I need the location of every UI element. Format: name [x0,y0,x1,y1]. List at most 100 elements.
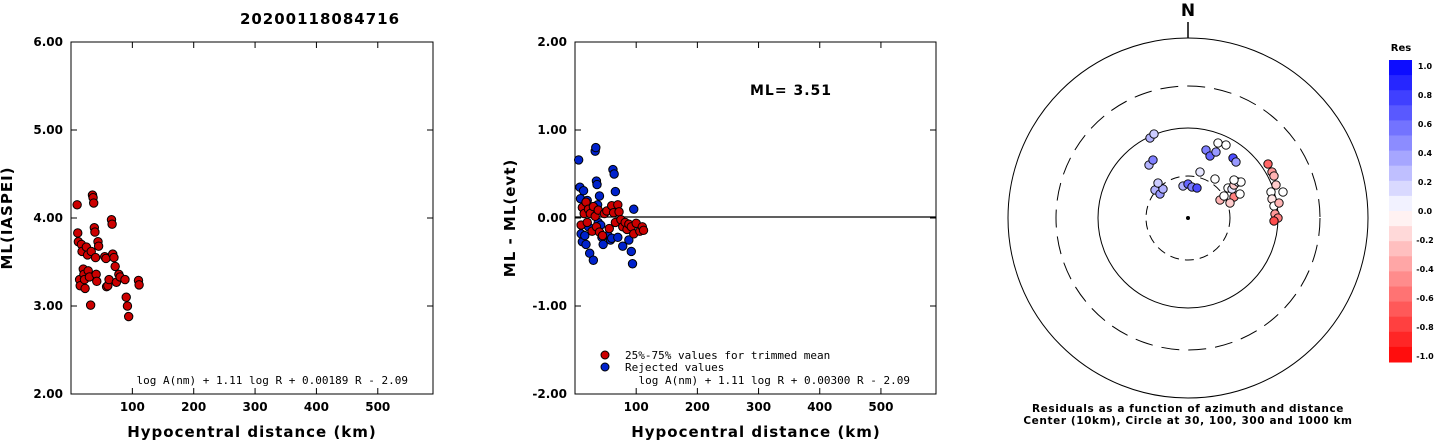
colorbar-label: 0.2 [1418,178,1432,187]
rejected-residual-point [624,235,634,245]
rejected-residual-point [626,246,636,257]
rejected-residual-point [609,169,619,179]
magnitude-point [121,292,131,302]
colorbar-label: 0.4 [1418,149,1433,158]
middle-formula: log A(nm) + 1.11 log R + 0.00300 R - 2.0… [638,374,910,387]
left-y-tick-label: 4.00 [33,211,63,225]
rejected-residual-point [591,142,601,153]
left-y-tick-label: 2.00 [33,387,63,401]
colorbar-label: 0.6 [1418,120,1433,129]
left-y-tick-label: 3.00 [33,299,63,313]
residual-colorbar: Res 1.0 0.8 0.6 0.4 0.2 0.0 -0.2 -0.4 -0.6 -0.8 -1… [1389,43,1434,363]
left-x-tick-label: 400 [304,400,329,414]
colorbar-cell [1389,346,1412,363]
colorbar-cell [1389,150,1412,167]
circle-300km [1055,85,1321,351]
middle-x-tick-label: 300 [746,400,771,414]
middle-y-tick-label: 1.00 [537,123,567,137]
station-residual-marker [1210,174,1220,184]
left-x-ticks: 100 200 300 400 500 [120,42,390,414]
colorbar-cell [1389,90,1412,106]
station-residual-marker [1229,175,1239,185]
colorbar-cell [1389,75,1412,91]
left-y-tick-label: 5.00 [33,123,63,137]
magnitude-point [109,252,119,263]
station-residual-marker [1213,138,1223,148]
event-magnitude-annotation: ML= 3.51 [750,83,832,99]
polar-caption-line2: Center (10km), Circle at 30, 100, 300 an… [1023,415,1352,427]
colorbar-cells [1389,60,1412,363]
magnitude-point [110,261,120,272]
colorbar-cell [1389,286,1412,303]
rejected-residual-point [578,186,589,196]
colorbar-label: -0.8 [1416,323,1434,332]
colorbar-cell [1389,316,1412,333]
middle-y-tick-label: 2.00 [537,35,567,49]
left-formula: log A(nm) + 1.11 log R + 0.00189 R - 2.0… [136,374,408,387]
magnitude-point [134,280,144,290]
colorbar-cell [1389,180,1412,197]
rejected-residual-point [581,239,591,250]
middle-y-tick-label: -2.00 [532,387,567,401]
colorbar-cell [1389,241,1412,257]
middle-y-axis-label: ML - ML(evt) [501,159,519,277]
magnitude-point [122,301,133,311]
left-y-axis-label: ML(IASPEI) [0,166,16,269]
colorbar-cell [1389,301,1412,318]
left-x-tick-label: 200 [181,400,206,414]
magnitude-point [93,241,104,251]
rejected-residual-point [580,230,590,241]
legend-trimmed-marker [600,350,610,360]
legend-trimmed-label: 25%-75% values for trimmed mean [625,349,830,362]
station-residual-marker [1269,171,1279,181]
epicenter-dot [1186,216,1190,220]
rejected-residual-point [629,204,639,214]
colorbar-cell [1389,165,1412,182]
middle-x-tick-label: 500 [868,400,893,414]
residual-vs-distance-chart: 100 200 300 400 500 -2.00 -1.00 0.00 1.00 2.00 M… [501,35,937,441]
magnitude-point [107,219,117,229]
station-residual-marker [1192,183,1202,193]
station-residual-marker [1271,180,1281,190]
rejected-residual-point [594,191,605,201]
rejected-residual-point [627,259,638,269]
rejected-residual-point [573,155,584,165]
magnitude-point [73,228,83,238]
colorbar-cell [1389,135,1412,152]
colorbar-label: 0.0 [1418,207,1433,216]
colorbar-cell [1389,105,1412,121]
rejected-residual-point [592,179,602,190]
circle-30km [1145,175,1231,261]
colorbar-cell [1389,60,1412,76]
middle-x-tick-label: 200 [685,400,710,414]
trimmed-residual-point [614,207,624,217]
magnitude-vs-distance-chart: 100 200 300 400 500 2.00 3.00 4.00 5.00 6.00 log… [0,35,434,441]
middle-x-tick-label: 400 [807,400,832,414]
colorbar-cell [1389,211,1412,227]
trimmed-residual-point [597,230,608,241]
circle-1000km [1007,37,1369,399]
legend-rejected-marker [600,362,610,372]
left-x-tick-label: 100 [120,400,145,414]
colorbar-label: -0.6 [1416,294,1434,303]
station-residual-marker [1263,159,1273,169]
north-label: N [1181,1,1195,21]
polar-points [1144,129,1288,226]
middle-y-tick-label: -1.00 [532,299,567,313]
colorbar-cell [1389,271,1412,287]
left-x-tick-label: 500 [365,400,390,414]
legend-rejected-label: Rejected values [625,361,724,374]
colorbar-label: -0.4 [1416,265,1434,274]
magnitude-point [92,276,102,287]
azimuth-residual-plot: N Residuals as a function of azimuth and… [1007,1,1369,427]
colorbar-cell [1389,120,1412,136]
station-residual-marker [1269,216,1279,226]
magnitude-point [72,200,82,210]
station-residual-marker [1158,184,1168,194]
magnitude-point [120,274,130,285]
station-residual-marker [1235,189,1245,199]
middle-x-tick-label: 100 [624,400,649,414]
rejected-residual-point [618,241,628,251]
colorbar-cell [1389,331,1412,348]
left-y-tick-label: 6.00 [33,35,63,49]
